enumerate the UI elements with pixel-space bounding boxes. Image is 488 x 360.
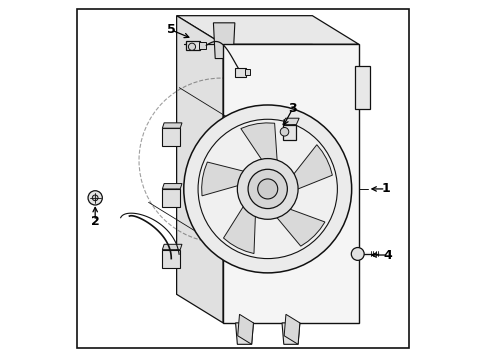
Polygon shape: [176, 16, 358, 44]
Polygon shape: [176, 16, 312, 294]
Circle shape: [280, 127, 288, 136]
Bar: [282, 125, 296, 140]
Circle shape: [257, 179, 277, 199]
Circle shape: [188, 43, 195, 50]
Polygon shape: [213, 23, 234, 59]
Circle shape: [92, 195, 98, 201]
Bar: [244, 69, 249, 75]
Text: 2: 2: [91, 215, 100, 228]
Polygon shape: [223, 198, 255, 253]
Polygon shape: [287, 145, 332, 193]
Polygon shape: [162, 184, 182, 189]
Polygon shape: [237, 314, 253, 344]
Circle shape: [247, 169, 287, 208]
Polygon shape: [284, 314, 299, 344]
Text: 3: 3: [288, 102, 296, 115]
Circle shape: [88, 191, 102, 205]
Text: 4: 4: [382, 248, 391, 261]
Polygon shape: [241, 123, 277, 170]
Circle shape: [198, 119, 337, 258]
Polygon shape: [235, 323, 253, 344]
Polygon shape: [270, 206, 325, 246]
Text: 1: 1: [381, 183, 389, 195]
Polygon shape: [162, 128, 180, 146]
Polygon shape: [162, 244, 182, 249]
Polygon shape: [162, 123, 182, 128]
Polygon shape: [223, 44, 358, 323]
Bar: [199, 42, 205, 49]
Circle shape: [237, 158, 298, 219]
Bar: [185, 41, 200, 50]
Text: 5: 5: [166, 23, 175, 36]
Polygon shape: [201, 162, 252, 196]
Polygon shape: [162, 249, 180, 267]
Circle shape: [183, 105, 351, 273]
Bar: [234, 68, 245, 77]
Polygon shape: [354, 66, 369, 109]
Polygon shape: [282, 323, 299, 344]
Circle shape: [350, 248, 364, 260]
Polygon shape: [176, 16, 223, 323]
Polygon shape: [282, 118, 299, 125]
Polygon shape: [162, 189, 180, 207]
